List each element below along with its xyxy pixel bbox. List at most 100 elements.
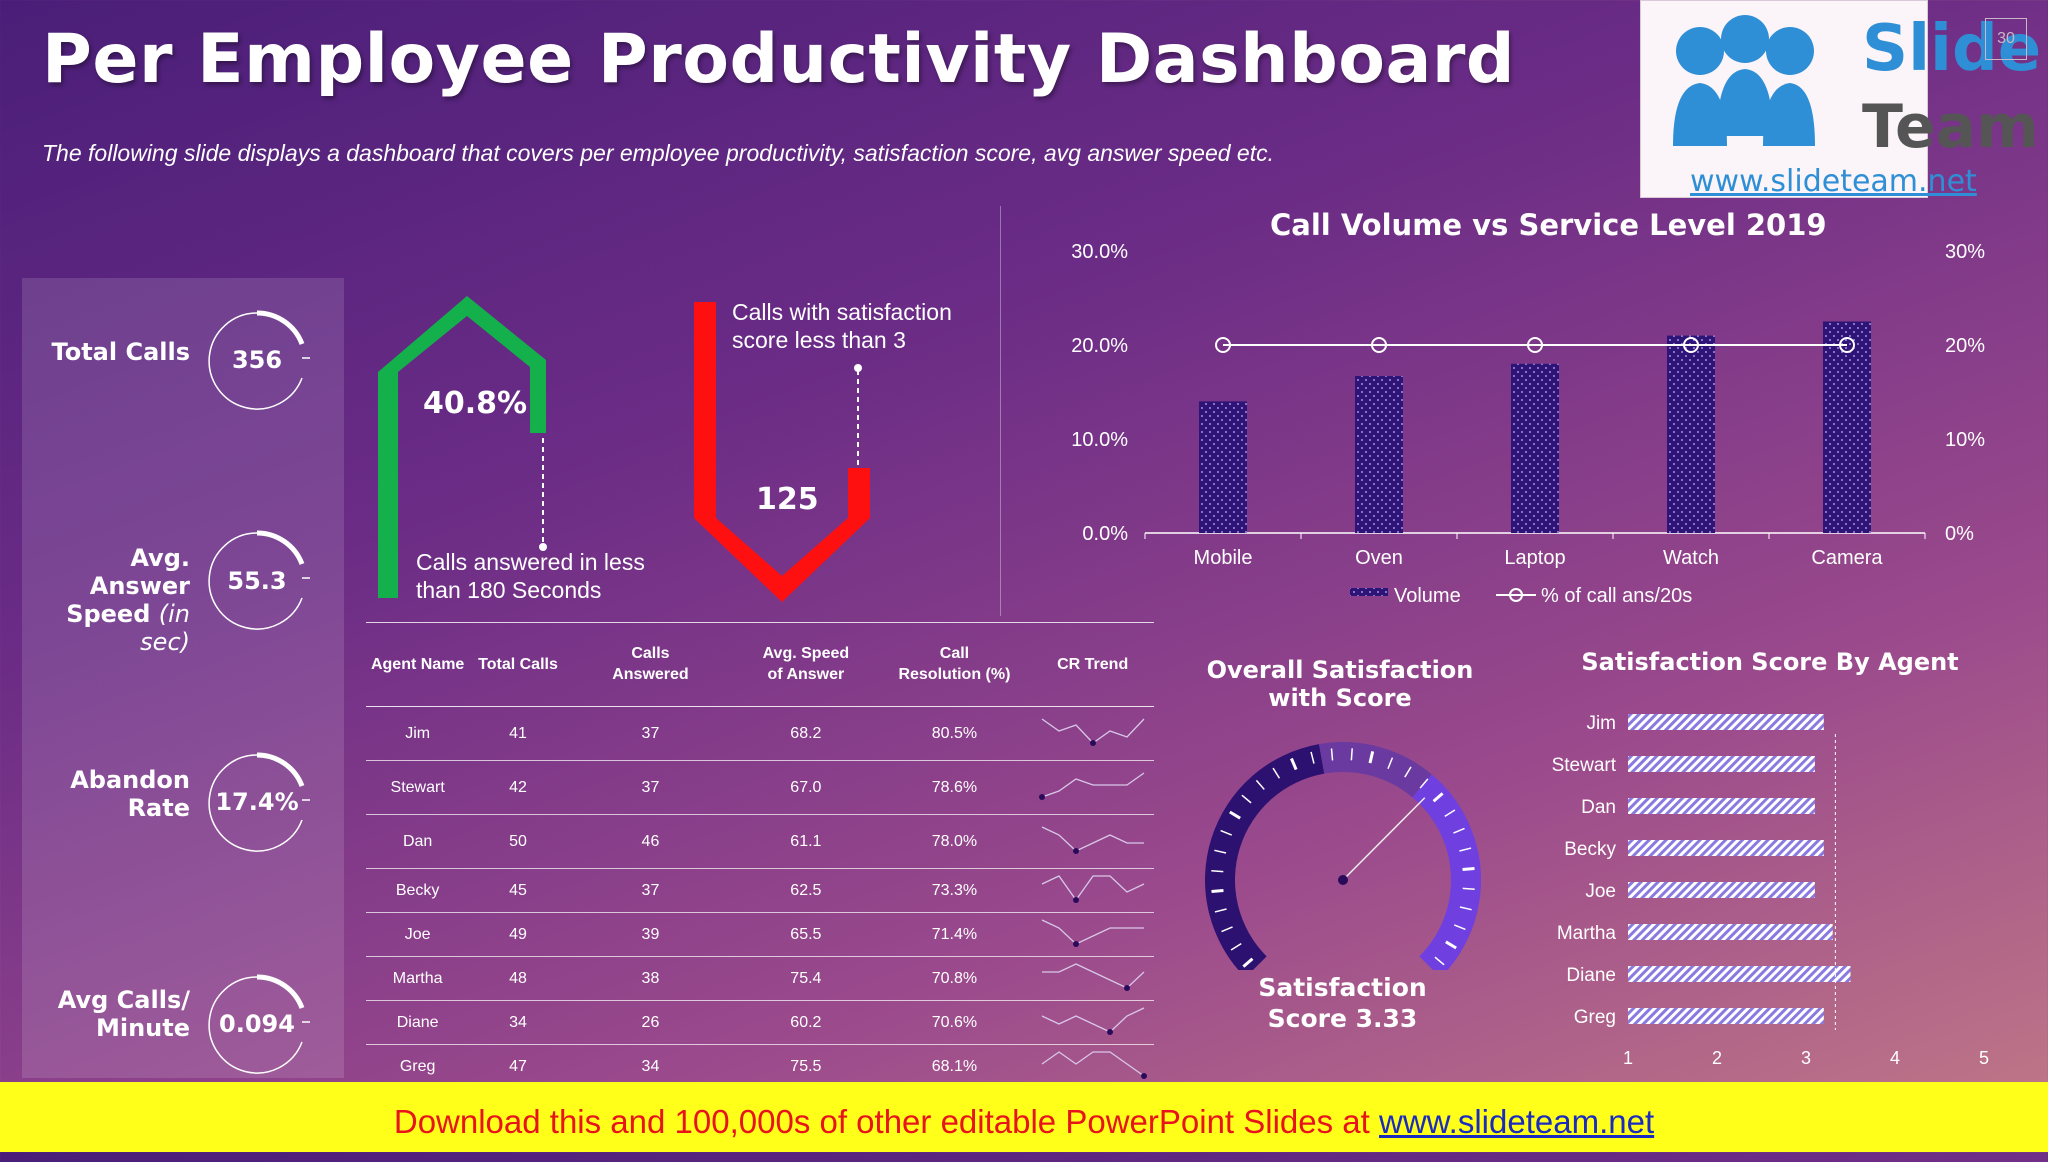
sparkline-min-marker [1072,897,1079,903]
gauge-band-high [1412,774,1481,970]
cell-answered: 26 [566,1000,735,1045]
gauge-label: Satisfaction Score 3.33 [1258,973,1427,1033]
cell-resolution: 73.3% [877,868,1032,913]
cell-resolution: 80.5% [877,706,1032,761]
volume-bar [1667,335,1715,533]
agent-score-bar [1628,714,1824,730]
kpi-value-abandon-rate: 17.4% [215,788,299,816]
x-tick-label: 4 [1890,1048,1900,1068]
footer-text: Download this and 100,000s of other edit… [393,1103,1379,1140]
footer-banner: Download this and 100,000s of other edit… [0,1082,2048,1152]
gauge-band-mid [1319,742,1432,798]
call-volume-chart: 0.0% 10.0% 20.0% 30.0% 0% 10% 20% 30% Mobile Oven… [1071,241,1985,607]
slide-number: 30 [1985,18,2027,60]
logo-url-link[interactable]: www.slideteam.net [1690,164,1977,199]
cell-answered: 39 [566,912,735,957]
gauge-tick [1310,751,1315,764]
gauge-tick [1453,924,1466,931]
gauge-tick [1230,942,1242,951]
cell-agent: Becky [366,868,470,913]
kpi-label-calls-per-minute: Avg Calls/ Minute [57,986,190,1042]
table-row: Greg 47 34 75.5 68.1% [366,1044,1154,1089]
cell-agent: Joe [366,912,470,957]
green-arrow-shape [378,296,546,598]
ring-icon [208,974,310,1074]
sparkline-min-marker [1123,985,1130,991]
agent-label: Stewart [1552,755,1617,776]
service-level-point [1683,337,1699,353]
cell-speed: 75.5 [734,1044,878,1089]
cell-speed: 62.5 [734,868,878,913]
cell-trend [1031,706,1154,761]
x-category-label: Laptop [1504,547,1565,569]
ring-icon [208,530,310,630]
sparkline-path [1041,919,1144,945]
x-tick-label: 3 [1801,1048,1811,1068]
gauge-tick [1242,957,1254,968]
gauge-tick [1221,926,1233,933]
service-level-point [1371,337,1387,353]
cell-total: 47 [469,1044,567,1089]
footer-link[interactable]: www.slideteam.net [1379,1103,1655,1140]
cell-agent: Martha [366,956,470,1001]
table-row: Martha 48 38 75.4 70.8% [366,956,1154,1001]
cell-agent: Stewart [366,760,470,815]
cell-speed: 60.2 [734,1000,878,1045]
y-right-tick: 0% [1945,523,1974,545]
sparkline-path [1041,718,1145,744]
x-category-label: Watch [1663,547,1719,569]
gauge-tick [1445,940,1457,950]
gauge-tick [1211,870,1224,873]
kpi-value-total-calls: 356 [231,346,283,374]
callout-shapes [378,296,870,602]
gauge-title: Overall Satisfaction with Score [1206,656,1474,712]
cell-agent: Dan [366,814,470,869]
answered-fast-value: 40.8% [423,386,528,421]
x-category-label: Oven [1355,547,1403,569]
sparkline-min-marker [1140,1073,1147,1079]
cell-trend [1031,868,1154,913]
kpi-panel [22,278,344,1078]
gauge-tick [1444,809,1456,818]
gauge-tick [1368,751,1375,764]
table-row: Joe 49 39 65.5 71.4% [366,912,1154,957]
th-calls-answered: Calls Answered [566,622,735,707]
cell-speed: 67.0 [734,760,878,815]
satisfaction-gauge [1205,742,1481,970]
gauge-tick [1453,827,1465,834]
x-category-label: Camera [1811,547,1883,569]
cell-total: 49 [469,912,567,957]
logo[interactable] [1640,0,1928,198]
x-tick-label: 2 [1712,1048,1722,1068]
gauge-tick [1241,794,1252,804]
cell-answered: 37 [566,760,735,815]
sparkline-min-marker [1038,794,1045,800]
y-right-tick: 20% [1945,335,1985,357]
cell-total: 41 [469,706,567,761]
volume-bar [1823,321,1871,533]
logo-text-slide: Slide [1862,12,2042,86]
people-logo-icon [1673,15,1815,146]
cell-answered: 34 [566,1044,735,1089]
agent-score-bar [1628,798,1815,814]
cell-answered: 38 [566,956,735,1001]
kpi-ring-icons [208,310,310,1074]
th-total-calls: Total Calls [469,622,567,707]
cell-speed: 65.5 [734,912,878,957]
y-left-tick: 0.0% [1082,523,1128,545]
sparkline [1041,826,1144,854]
gauge-tick [1255,779,1265,790]
cell-resolution: 78.0% [877,814,1032,869]
ring-icon [208,752,310,852]
kpi-value-calls-per-minute: 0.094 [219,1010,295,1038]
volume-bar [1199,401,1247,533]
table-header-row: Agent Name Total Calls Calls Answered Av… [366,622,1154,707]
service-level-point [1215,337,1231,353]
kpi-label-answer-speed-suffix: (in sec) [140,600,190,656]
legend-volume-label: Volume [1394,585,1461,607]
divider [1000,206,1001,616]
table-row: Diane 34 26 60.2 70.6% [366,1000,1154,1045]
service-level-point [1527,337,1543,353]
table-row: Stewart 42 37 67.0 78.6% [366,760,1154,815]
agent-label: Greg [1574,1007,1616,1028]
